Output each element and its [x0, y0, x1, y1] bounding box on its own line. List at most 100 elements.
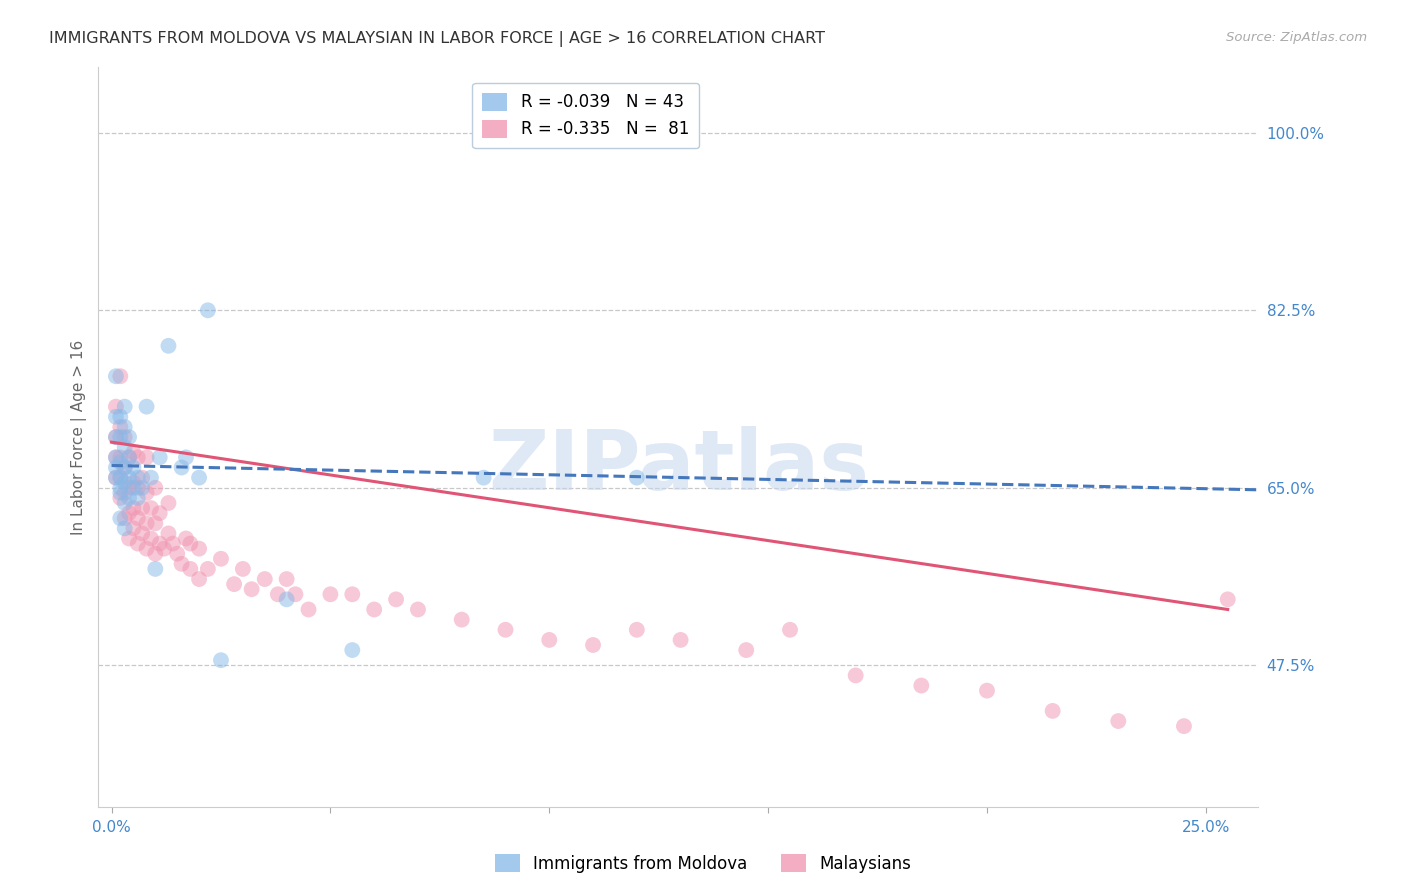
Point [149, 506, 172, 520]
Point [135, 400, 157, 414]
Point [114, 521, 136, 535]
Point [114, 430, 136, 444]
Point [910, 679, 932, 693]
Point [114, 400, 136, 414]
Point [284, 587, 307, 601]
Point [267, 587, 290, 601]
Point [297, 602, 319, 616]
Point [139, 470, 162, 484]
Point [122, 521, 145, 535]
Point [104, 400, 127, 414]
Point [319, 587, 342, 601]
Point [276, 592, 298, 607]
Point [626, 470, 648, 484]
Point [114, 420, 136, 434]
Point [1173, 719, 1195, 733]
Point [735, 643, 758, 657]
Point [104, 450, 127, 465]
Point [118, 450, 141, 465]
Point [174, 450, 197, 465]
Point [149, 536, 172, 550]
Point [135, 450, 157, 465]
Point [110, 409, 132, 424]
Point [104, 430, 127, 444]
Point [157, 496, 180, 510]
Point [240, 582, 263, 597]
Point [110, 470, 132, 484]
Point [188, 470, 211, 484]
Text: Source: ZipAtlas.com: Source: ZipAtlas.com [1226, 31, 1367, 45]
Point [276, 572, 298, 586]
Point [1107, 714, 1129, 728]
Point [143, 481, 166, 495]
Point [114, 486, 136, 500]
Point [1216, 592, 1239, 607]
Point [114, 475, 136, 490]
Point [110, 486, 132, 500]
Point [122, 475, 145, 490]
Point [131, 481, 153, 495]
Point [779, 623, 801, 637]
Point [143, 562, 166, 576]
Point [179, 536, 201, 550]
Point [197, 303, 219, 318]
Point [127, 481, 149, 495]
Point [127, 536, 149, 550]
Point [127, 450, 149, 465]
Point [143, 516, 166, 531]
Point [385, 592, 408, 607]
Point [472, 470, 495, 484]
Y-axis label: In Labor Force | Age > 16: In Labor Force | Age > 16 [72, 340, 87, 534]
Point [104, 470, 127, 484]
Point [118, 470, 141, 484]
Point [342, 587, 364, 601]
Point [104, 409, 127, 424]
Point [179, 562, 201, 576]
Point [135, 516, 157, 531]
Point [104, 430, 127, 444]
Point [122, 445, 145, 459]
Point [188, 572, 211, 586]
Point [118, 532, 141, 546]
Point [170, 460, 193, 475]
Point [188, 541, 211, 556]
Point [582, 638, 605, 652]
Point [110, 369, 132, 384]
Point [209, 653, 232, 667]
Point [118, 506, 141, 520]
Point [114, 496, 136, 510]
Point [118, 491, 141, 505]
Point [104, 470, 127, 484]
Point [127, 470, 149, 484]
Point [118, 481, 141, 495]
Point [110, 455, 132, 469]
Text: ZIPatlas: ZIPatlas [488, 426, 869, 508]
Point [118, 430, 141, 444]
Point [118, 450, 141, 465]
Point [114, 511, 136, 525]
Point [845, 668, 868, 682]
Point [122, 460, 145, 475]
Point [224, 577, 246, 591]
Point [976, 683, 998, 698]
Point [110, 491, 132, 505]
Point [342, 643, 364, 657]
Point [104, 460, 127, 475]
Point [669, 632, 692, 647]
Point [104, 369, 127, 384]
Point [626, 623, 648, 637]
Point [131, 470, 153, 484]
Point [135, 486, 157, 500]
Point [114, 460, 136, 475]
Point [166, 547, 188, 561]
Point [162, 536, 184, 550]
Point [110, 511, 132, 525]
Point [127, 511, 149, 525]
Point [110, 430, 132, 444]
Point [139, 532, 162, 546]
Legend: Immigrants from Moldova, Malaysians: Immigrants from Moldova, Malaysians [488, 847, 918, 880]
Point [170, 557, 193, 571]
Point [538, 632, 561, 647]
Point [157, 526, 180, 541]
Point [131, 501, 153, 516]
